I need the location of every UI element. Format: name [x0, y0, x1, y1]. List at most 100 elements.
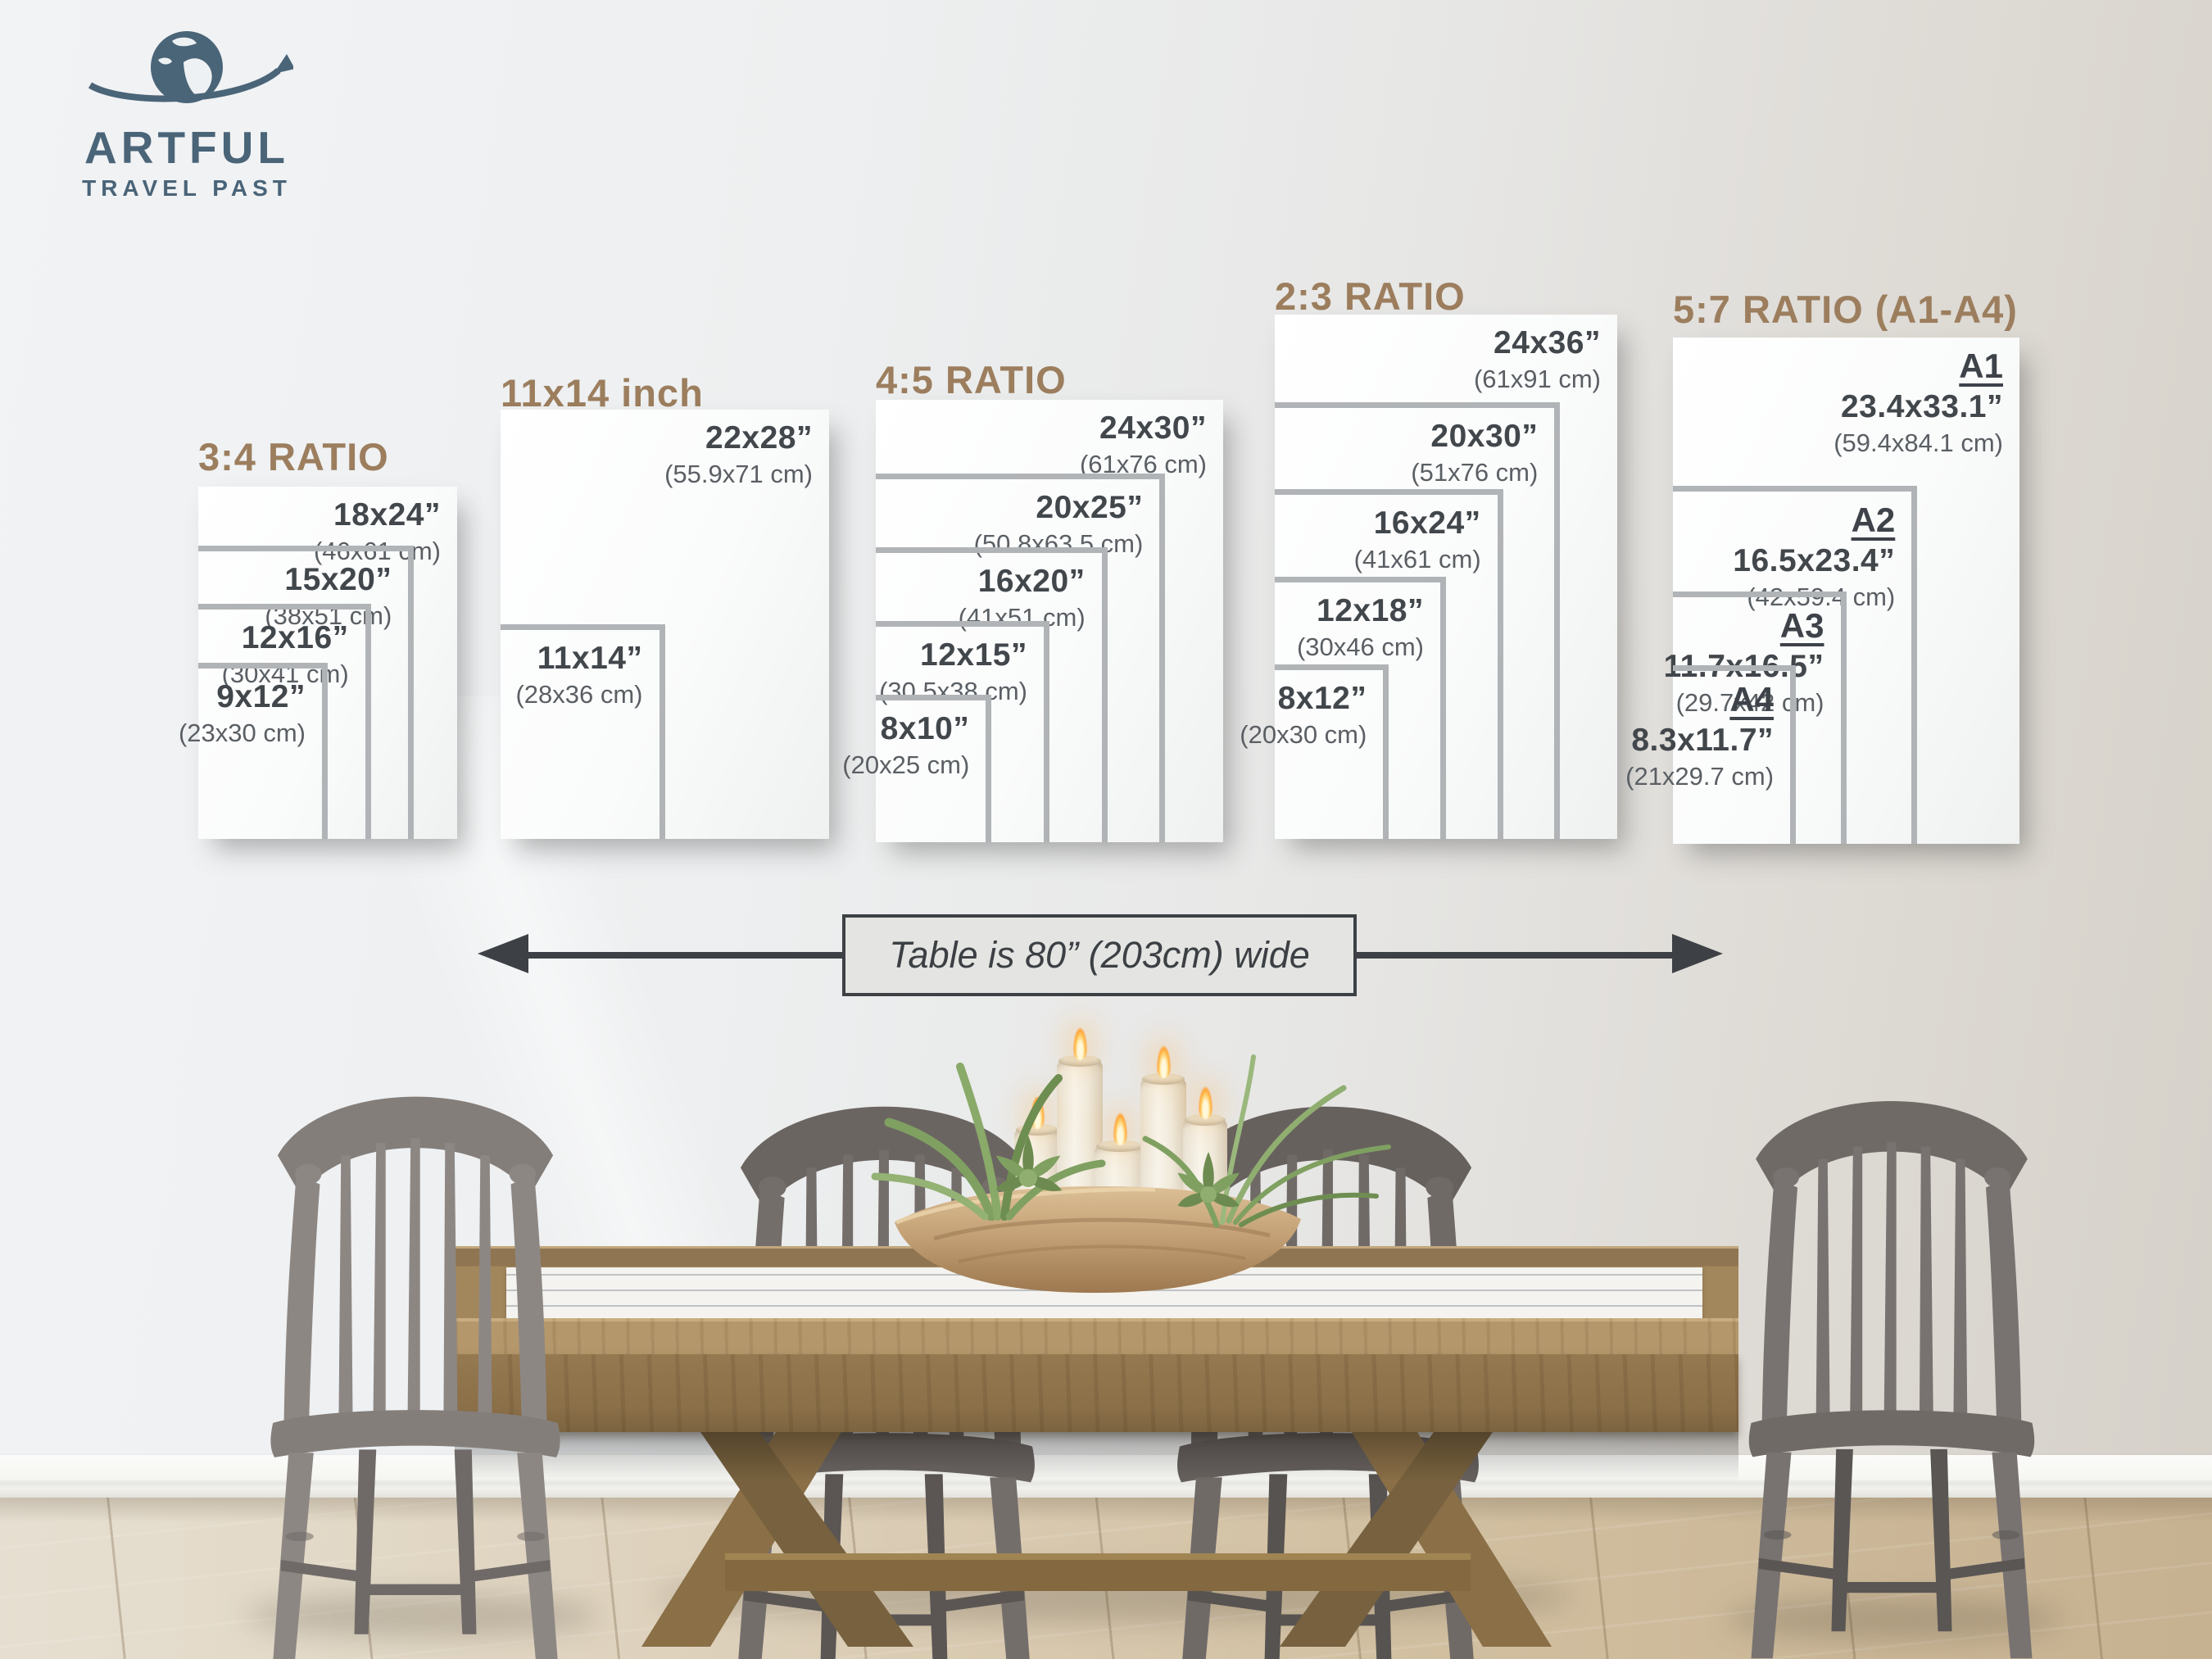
poster-2-3: 24x36” (61x91 cm) 20x30” (51x76 cm) 16x24” (4… — [1240, 315, 1617, 839]
size-group-5-7: 5:7 RATIO (A1-A4) A1 23.4x33.1” (59.4x84.1… — [1625, 287, 2019, 844]
size-centimeters: (50.8x63.5 cm) — [973, 529, 1144, 559]
size-inches: 9x12” — [216, 679, 306, 714]
poster-5-7: A1 23.4x33.1” (59.4x84.1 cm) A2 16.5x23.4” (4… — [1625, 338, 2019, 844]
size-centimeters: (23x30 cm) — [178, 718, 306, 748]
size-label: 12x18” (30x46 cm) — [1297, 592, 1424, 662]
size-rect-24x36in: 24x36” (61x91 cm) — [1275, 315, 1617, 839]
table-front-edge — [455, 1318, 1738, 1354]
brand-logo: ARTFUL TRAVEL PAST — [64, 23, 310, 202]
size-group-4-5: 4:5 RATIO 24x30” (61x76 cm) 20x25” (50.8x63… — [842, 357, 1223, 842]
size-centimeters: (41x61 cm) — [1353, 545, 1481, 574]
group-title-11x14: 11x14 inch — [501, 371, 704, 415]
arrow-right-icon — [1672, 934, 1723, 973]
poster-4-5: 24x30” (61x76 cm) 20x25” (50.8x63.5 cm) 16x2… — [842, 400, 1223, 842]
size-centimeters: (30x46 cm) — [1296, 632, 1424, 662]
size-rect-20x25in: 20x25” (50.8x63.5 cm) — [876, 474, 1166, 842]
size-rect-20x30in: 20x30” (51x76 cm) — [1275, 401, 1561, 839]
size-centimeters: (29.7x42 cm) — [1675, 688, 1824, 718]
paper-size-name: A1 — [1959, 347, 2003, 385]
size-centimeters: (59.4x84.1 cm) — [1834, 428, 2003, 458]
size-label: 20x30” (51x76 cm) — [1411, 418, 1538, 487]
size-inches: 15x20” — [284, 561, 392, 597]
size-rect-A1: A1 23.4x33.1” (59.4x84.1 cm) — [1673, 338, 2019, 844]
size-label: 11x14” (28x36 cm) — [515, 640, 642, 709]
size-rect-A3: A3 11.7x16.5” (29.7x42 cm) — [1664, 591, 1847, 844]
size-rect-22x28in: 22x28” (55.9x71 cm) — [501, 410, 829, 839]
group-title-2-3: 2:3 RATIO — [1275, 274, 1466, 318]
paper-size-name: A3 — [1779, 605, 1824, 645]
size-centimeters: (28x36 cm) — [515, 680, 643, 709]
size-inches: 16.5x23.4” — [1733, 543, 1896, 579]
candle-flame — [1199, 1086, 1213, 1119]
size-rect-A4: A4 8.3x11.7” (21x29.7 cm) — [1625, 664, 1797, 844]
paper-size-name: A4 — [1729, 679, 1775, 718]
size-group-3-4: 3:4 RATIO 18x24” (46x61 cm) 15x20” (38x51 c… — [179, 434, 457, 839]
size-label: 12x15” (30.5x38 cm) — [879, 637, 1027, 706]
size-rect-12x18in: 12x18” (30x46 cm) — [1275, 577, 1446, 839]
size-inches: 8.3x11.7” — [1631, 722, 1775, 758]
size-rect-8x12in: 8x12” (20x30 cm) — [1240, 664, 1389, 839]
size-inches: 24x30” — [1099, 410, 1207, 446]
size-label: 16x24” (41x61 cm) — [1354, 505, 1481, 574]
size-rect-16x20in: 16x20” (41x51 cm) — [876, 547, 1108, 842]
group-title-5-7: 5:7 RATIO (A1-A4) — [1673, 288, 2018, 331]
size-inches: 12x16” — [241, 620, 349, 656]
size-rect-9x12in: 9x12” (23x30 cm) — [179, 663, 328, 839]
size-label: 8x10” (20x25 cm) — [842, 710, 969, 780]
dining-chair-front-right — [1719, 1060, 2065, 1659]
size-centimeters: (41x51 cm) — [958, 603, 1086, 632]
size-centimeters: (61x91 cm) — [1473, 365, 1601, 394]
size-centimeters: (55.9x71 cm) — [664, 460, 813, 489]
size-inches: 16x20” — [977, 564, 1086, 599]
size-inches: 12x15” — [920, 637, 1027, 673]
poster-11x14: 22x28” (55.9x71 cm) 11x14” (28x36 cm) — [501, 410, 829, 839]
size-label: 24x30” (61x76 cm) — [1080, 410, 1207, 479]
size-centimeters: (21x29.7 cm) — [1625, 761, 1775, 791]
size-inches: 16x24” — [1373, 505, 1481, 542]
size-group-11x14: 11x14 inch 22x28” (55.9x71 cm) 11x14” (28x3… — [501, 370, 829, 839]
candle-flame — [1113, 1113, 1127, 1145]
air-plant-right — [1142, 1054, 1391, 1228]
poster-3-4: 18x24” (46x61 cm) 15x20” (38x51 cm) 12x16” (3… — [179, 487, 457, 839]
size-label: 9x12” (23x30 cm) — [179, 678, 306, 748]
size-inches: 24x36” — [1494, 325, 1601, 360]
size-inches: 23.4x33.1” — [1840, 389, 2003, 425]
candle-flame — [1073, 1027, 1087, 1060]
size-label: A3 11.7x16.5” (29.7x42 cm) — [1664, 605, 1824, 718]
paper-size-name: A2 — [1851, 501, 1896, 540]
globe-logo-icon — [88, 31, 293, 103]
size-inches: 22x28” — [705, 420, 813, 456]
size-label: 16x20” (41x51 cm) — [959, 563, 1086, 632]
size-rect-11x14in: 11x14” (28x36 cm) — [501, 624, 665, 839]
size-inches: 20x25” — [1036, 490, 1144, 525]
chair-floor-shadow — [1725, 1598, 2061, 1640]
arrow-left-icon — [478, 934, 528, 973]
size-inches: 11x14” — [537, 641, 643, 676]
group-title-4-5: 4:5 RATIO — [876, 358, 1067, 401]
table-apron — [455, 1354, 1738, 1432]
size-rect-12x15in: 12x15” (30.5x38 cm) — [876, 621, 1049, 842]
size-centimeters: (20x30 cm) — [1240, 719, 1367, 749]
group-title-3-4: 3:4 RATIO — [198, 435, 389, 478]
size-rect-8x10in: 8x10” (20x25 cm) — [842, 695, 992, 842]
candle-flame — [1157, 1045, 1171, 1078]
succulent-plant-left — [871, 1063, 1106, 1221]
size-inches: 8x10” — [880, 711, 970, 746]
size-inches: 20x30” — [1430, 418, 1539, 454]
size-centimeters: (30.5x38 cm) — [879, 677, 1027, 706]
size-label: 8x12” (20x30 cm) — [1240, 680, 1367, 750]
size-label: 22x28” (55.9x71 cm) — [664, 419, 813, 489]
brand-name: ARTFUL — [84, 122, 289, 173]
size-inches: 12x18” — [1317, 593, 1424, 628]
size-label: A1 23.4x33.1” (59.4x84.1 cm) — [1834, 347, 2003, 458]
size-rect-16x24in: 16x24” (41x61 cm) — [1275, 489, 1503, 839]
table-width-label: Table is 80” (203cm) wide — [842, 914, 1357, 996]
size-label: 20x25” (50.8x63.5 cm) — [974, 489, 1144, 559]
size-centimeters: (51x76 cm) — [1411, 457, 1539, 487]
size-label: A4 8.3x11.7” (21x29.7 cm) — [1625, 679, 1775, 791]
size-group-2-3: 2:3 RATIO 24x36” (61x91 cm) 20x30” (51x76 c… — [1240, 274, 1617, 839]
dining-chair-front-left — [239, 1055, 592, 1659]
size-inches: 18x24” — [333, 497, 441, 533]
size-inches: 8x12” — [1277, 680, 1367, 716]
